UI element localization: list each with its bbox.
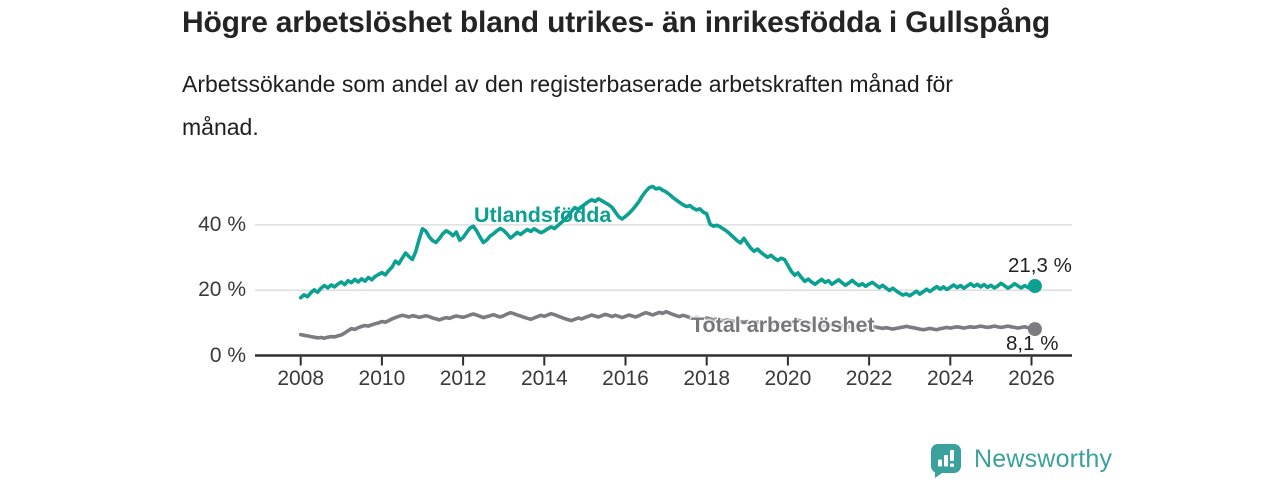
line-series-0 xyxy=(298,184,1037,300)
end-value-label-utlandsfodda: 21,3 % xyxy=(1008,254,1072,277)
x-tick-label: 2008 xyxy=(277,367,325,390)
x-tick-label: 2010 xyxy=(358,367,406,390)
x-tick-label: 2016 xyxy=(602,367,649,390)
series-label-utlandsfodda: Utlandsfödda xyxy=(474,203,612,227)
y-tick-label: 40 % xyxy=(198,212,246,236)
x-tick-label: 2022 xyxy=(845,367,893,390)
chart-subtitle: Arbetssökande som andel av den registerb… xyxy=(182,71,953,140)
newsworthy-logo: Newsworthy xyxy=(929,443,1112,479)
y-tick-label: 20 % xyxy=(198,278,246,302)
x-tick-label: 2018 xyxy=(683,367,731,390)
x-tick-label: 2024 xyxy=(926,367,974,390)
x-tick-label: 2014 xyxy=(520,367,568,390)
end-point-dot-1 xyxy=(1027,322,1042,337)
brand-wordmark: Newsworthy xyxy=(974,445,1113,473)
end-point-dot-0 xyxy=(1027,279,1042,293)
x-tick-label: 2012 xyxy=(439,367,487,390)
x-tick-label: 2020 xyxy=(764,367,812,390)
series-label-total: Total arbetslöshet xyxy=(691,313,875,337)
line-series-1 xyxy=(298,309,1037,340)
bar-chart-speech-bubble-icon xyxy=(931,444,961,478)
page-title: Högre arbetslöshet bland utrikes- än inr… xyxy=(182,6,1050,39)
y-tick-label: 0 % xyxy=(209,343,246,367)
x-tick-label: 2026 xyxy=(1008,367,1055,390)
end-value-label-total: 8,1 % xyxy=(1006,332,1059,355)
